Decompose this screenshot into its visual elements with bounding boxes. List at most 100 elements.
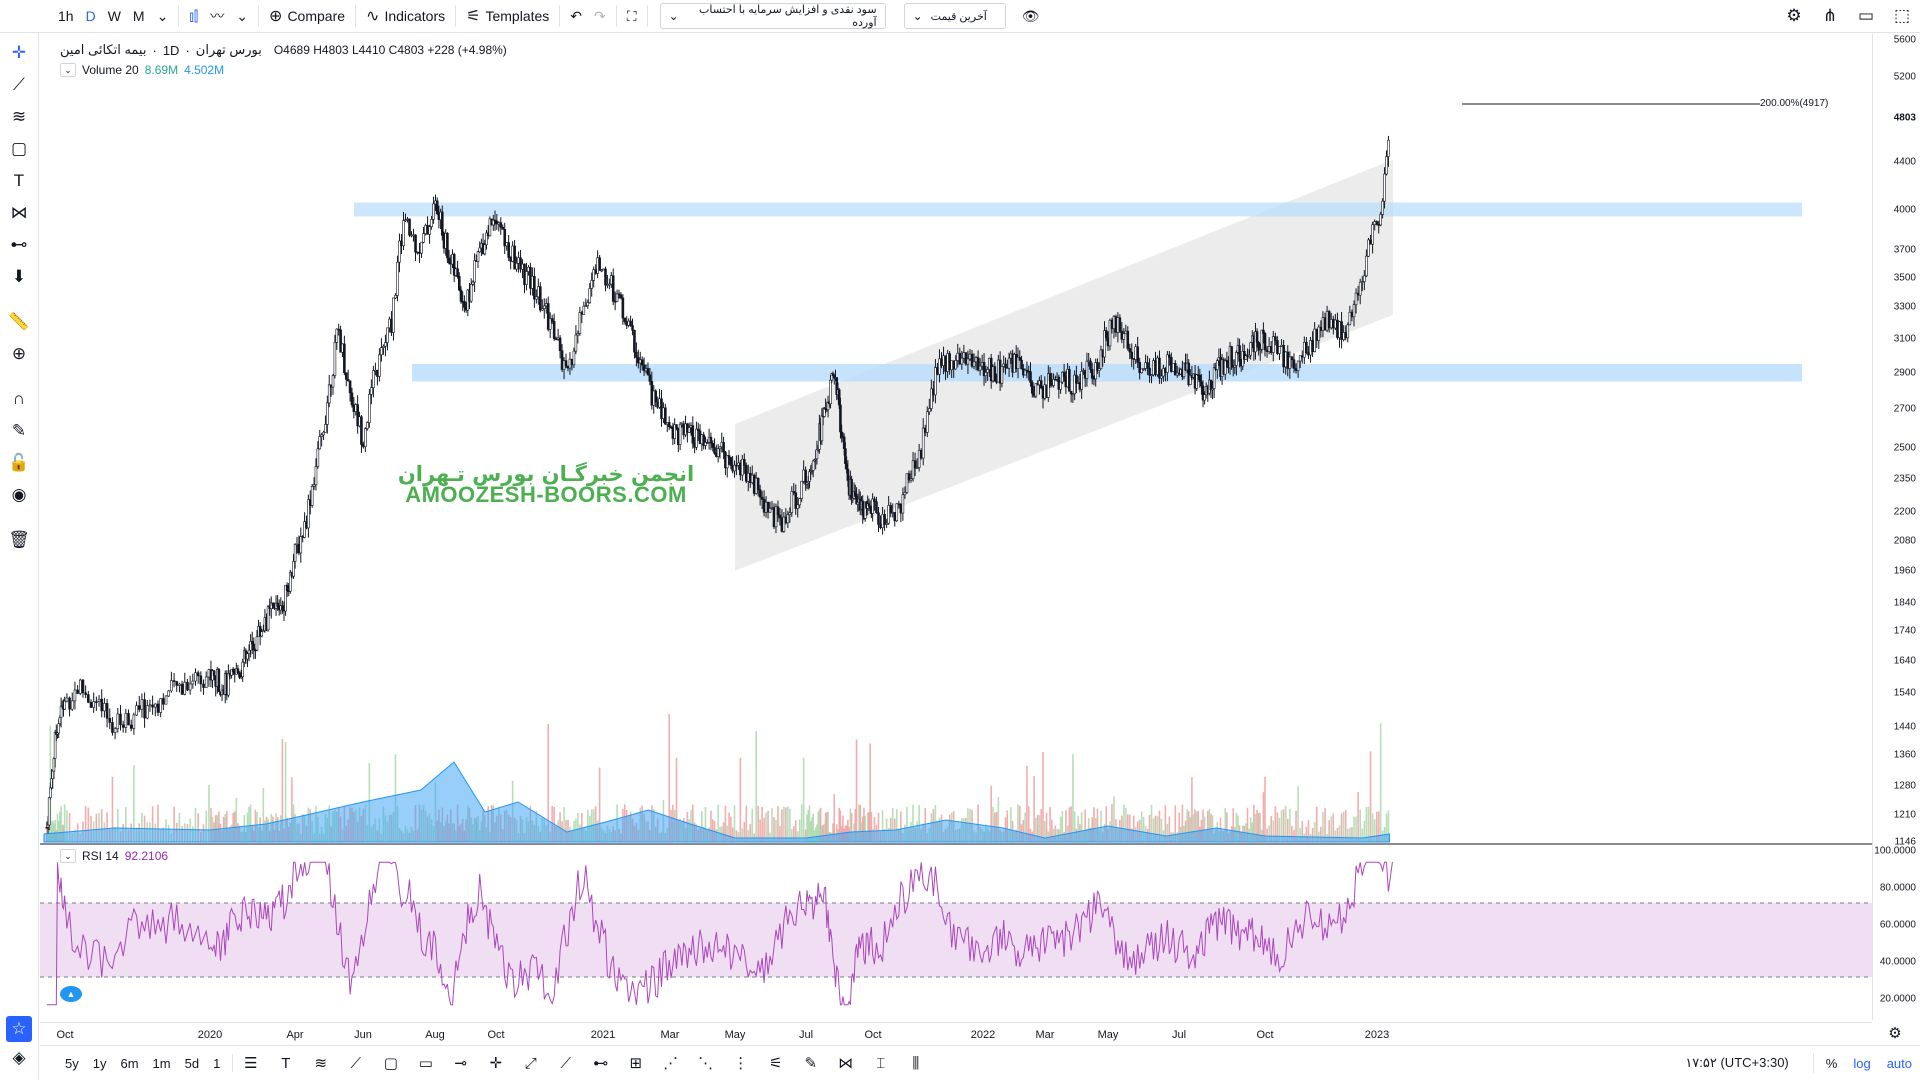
range-6m[interactable]: 6m [120, 1055, 139, 1071]
volume-bar [1070, 806, 1072, 842]
indicators-button[interactable]: ∿ Indicators [360, 0, 451, 32]
candle-body [867, 503, 871, 507]
brush-icon[interactable]: ✎ [804, 1055, 818, 1072]
share-icon[interactable]: ⋔ [1822, 6, 1838, 25]
range-5d[interactable]: 5d [184, 1055, 200, 1071]
collapse-chevron-icon[interactable]: ⌄ [60, 63, 76, 77]
fib-tool-icon[interactable]: ≋ [11, 107, 27, 126]
candle-body [954, 360, 958, 370]
pattern-icon[interactable]: ⋈ [10, 203, 28, 222]
volume-bar [111, 776, 114, 842]
compare-button[interactable]: ⊕ Compare [263, 0, 351, 32]
pitchfork-icon[interactable]: ⚟ [769, 1055, 783, 1072]
volume-legend[interactable]: ⌄ Volume 20 8.69M 4.502M [60, 63, 224, 77]
gann-icon[interactable]: ⫼ [912, 1054, 920, 1072]
clock-time[interactable]: ۱۷:۵۲ (UTC+3:30) [1685, 1055, 1789, 1070]
text-icon[interactable]: T [281, 1054, 291, 1072]
rectangle-icon[interactable]: ▢ [383, 1055, 398, 1072]
date-range-icon[interactable]: ⌶ [876, 1054, 886, 1072]
chart-type-chevron-icon[interactable]: ⌄ [236, 7, 249, 24]
prediction-icon[interactable]: ⊷ [10, 235, 28, 254]
candle-body [1211, 388, 1214, 391]
fullscreen-icon[interactable]: ⛶ [626, 7, 637, 24]
interval-w[interactable]: W [107, 8, 121, 24]
lock-drawing-icon[interactable]: ✎ [11, 421, 27, 440]
range-1y[interactable]: 1y [92, 1055, 107, 1071]
line-icon[interactable]: ⟋ [350, 1054, 362, 1072]
rsi-axis[interactable]: 100.0000 80.0000 60.0000 40.0000 20.0000 [1872, 844, 1920, 1020]
log-toggle[interactable]: log [1853, 1055, 1871, 1071]
interval-1h[interactable]: 1h [58, 8, 74, 24]
trash-icon[interactable]: 🗑 [8, 530, 30, 549]
pattern-xabcd-icon[interactable]: ⋮ [733, 1055, 749, 1072]
candle-body [154, 703, 157, 708]
horizontal-lines-icon[interactable]: ☰ [244, 1055, 258, 1072]
price-source-dropdown[interactable]: ⌄ آخرین قیمت [903, 3, 1006, 29]
candle-body [212, 670, 216, 676]
trend-line-icon[interactable]: ⟋ [13, 75, 25, 94]
arrow-down-icon[interactable]: ⬇ [11, 267, 27, 286]
eye-icon[interactable]: ◉ [11, 485, 27, 504]
settings-icon[interactable]: ⚙ [1786, 6, 1802, 25]
auto-toggle[interactable]: auto [1886, 1055, 1912, 1071]
templates-button[interactable]: ⚟ Templates [460, 0, 555, 32]
volume-bar [1045, 812, 1048, 842]
volume-bar [757, 805, 759, 842]
time-axis[interactable]: Oct 2020 Apr Jun Aug Oct 2021 Mar May Jul Oct 2022 M… [40, 1022, 1872, 1044]
candles-icon[interactable]: ⫾⫿ [189, 7, 199, 24]
resistance-zone-upper[interactable] [354, 202, 1802, 217]
candle-body [191, 680, 195, 685]
candle-body [281, 605, 284, 611]
candle-body [756, 477, 760, 490]
unlock-icon[interactable]: 🔓 [8, 453, 30, 472]
ray-icon[interactable]: ⤢ [524, 1054, 537, 1072]
crosshair-icon[interactable]: ✛ [11, 43, 27, 62]
rectangle-icon[interactable]: ▢ [10, 139, 28, 158]
price-axis[interactable]: 5600 5200 4803 4400 4000 3700 3500 3300 3100 2900… [1872, 34, 1920, 848]
collapse-chevron-icon[interactable]: ⌄ [60, 849, 76, 863]
callout-icon[interactable]: ▭ [418, 1055, 433, 1072]
support-zone-lower[interactable] [412, 364, 1802, 382]
dividend-adjust-dropdown[interactable]: ⌄ سود نقدی و افزایش سرمایه با احتساب آور… [659, 3, 886, 29]
zoom-icon[interactable]: ⊕ [11, 344, 27, 363]
head-shoulders-icon[interactable]: ⋈ [838, 1055, 854, 1072]
magnet-icon[interactable]: ∩ [12, 389, 26, 408]
volume-bar [1203, 816, 1206, 842]
favorites-star-icon[interactable]: ☆ [6, 1016, 32, 1042]
ruler-icon[interactable]: 📏 [8, 312, 30, 331]
extended-line-icon[interactable]: ⟋ [560, 1054, 572, 1072]
text-tool-icon[interactable]: T [13, 171, 25, 190]
maximize-icon[interactable]: ⬚ [1893, 6, 1911, 25]
range-1[interactable]: 1 [213, 1055, 221, 1071]
interval-m[interactable]: M [132, 8, 145, 24]
tradingview-logo-icon[interactable]: ▲ [60, 986, 82, 1002]
horizontal-ray-icon[interactable]: ⊸ [454, 1055, 468, 1072]
volume-bar [1174, 805, 1177, 842]
line-style-icon[interactable]: 〰 [210, 8, 225, 24]
measure-icon[interactable]: ⊞ [629, 1055, 643, 1072]
candle-body [1379, 214, 1382, 226]
volume-bar [1186, 809, 1188, 842]
candle-body [285, 584, 289, 591]
layers-icon[interactable]: ◈ [12, 1048, 26, 1067]
symbol-legend[interactable]: بیمه اتکائی امین · 1D · بورس تهران O4689… [60, 42, 507, 58]
pattern-abcd-icon[interactable]: ⋱ [698, 1055, 714, 1072]
undo-icon[interactable]: ↶ [570, 7, 583, 24]
fib-icon[interactable]: ≋ [314, 1055, 328, 1072]
rsi-legend[interactable]: ⌄ RSI 14 92.2106 [60, 849, 168, 863]
range-5y[interactable]: 5y [65, 1055, 79, 1071]
interval-dropdown-chevron-icon[interactable]: ⌄ [156, 7, 169, 24]
horizontal-line-icon[interactable]: ⊷ [593, 1055, 609, 1072]
crosshair-icon[interactable]: ✛ [489, 1055, 503, 1072]
chart-settings-gear-icon[interactable]: ⚙ [1888, 1025, 1902, 1042]
eye-icon[interactable]: 👁 [1021, 7, 1040, 24]
pattern-123-icon[interactable]: ⋰ [663, 1055, 679, 1072]
price-chart[interactable] [40, 34, 1872, 1022]
candle-body [930, 388, 933, 409]
percent-toggle[interactable]: % [1825, 1055, 1838, 1071]
range-1m[interactable]: 1m [152, 1055, 171, 1071]
redo-icon[interactable]: ↷ [594, 7, 606, 24]
templates-icon: ⚟ [466, 8, 481, 25]
interval-d[interactable]: D [85, 8, 96, 24]
snapshot-icon[interactable]: ▭ [1857, 6, 1875, 25]
